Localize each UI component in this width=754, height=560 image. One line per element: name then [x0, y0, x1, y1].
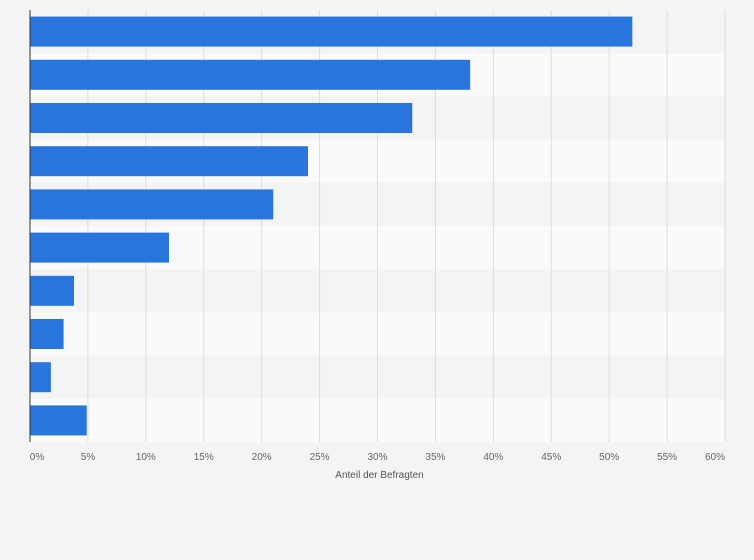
bar [30, 362, 51, 393]
x-tick-label: 40% [483, 452, 503, 463]
x-tick-label: 60% [705, 452, 725, 463]
bar [30, 59, 471, 90]
bar [30, 232, 169, 263]
x-tick-labels: 0% 5% 10% 15% 20% 25% 30% 35% 40% 45% 50% 55% 60% [30, 452, 725, 463]
bar [30, 405, 87, 436]
x-tick-label: 20% [252, 452, 272, 463]
x-tick-label: 30% [367, 452, 387, 463]
x-tick-label: 10% [136, 452, 156, 463]
bar [30, 319, 64, 349]
bar [30, 146, 308, 177]
x-axis-title: Anteil der Befragten [335, 470, 423, 481]
bar [30, 189, 274, 220]
x-tick-label: 25% [310, 452, 330, 463]
bars [30, 16, 633, 436]
bar [30, 16, 633, 47]
bar [30, 103, 413, 133]
x-tick-label: 0% [30, 452, 45, 463]
x-tick-label: 50% [599, 452, 619, 463]
x-tick-label: 45% [541, 452, 561, 463]
x-tick-label: 55% [657, 452, 677, 463]
x-tick-label: 5% [81, 452, 96, 463]
x-tick-label: 35% [425, 452, 445, 463]
bar [30, 275, 75, 306]
x-tick-label: 15% [194, 452, 214, 463]
